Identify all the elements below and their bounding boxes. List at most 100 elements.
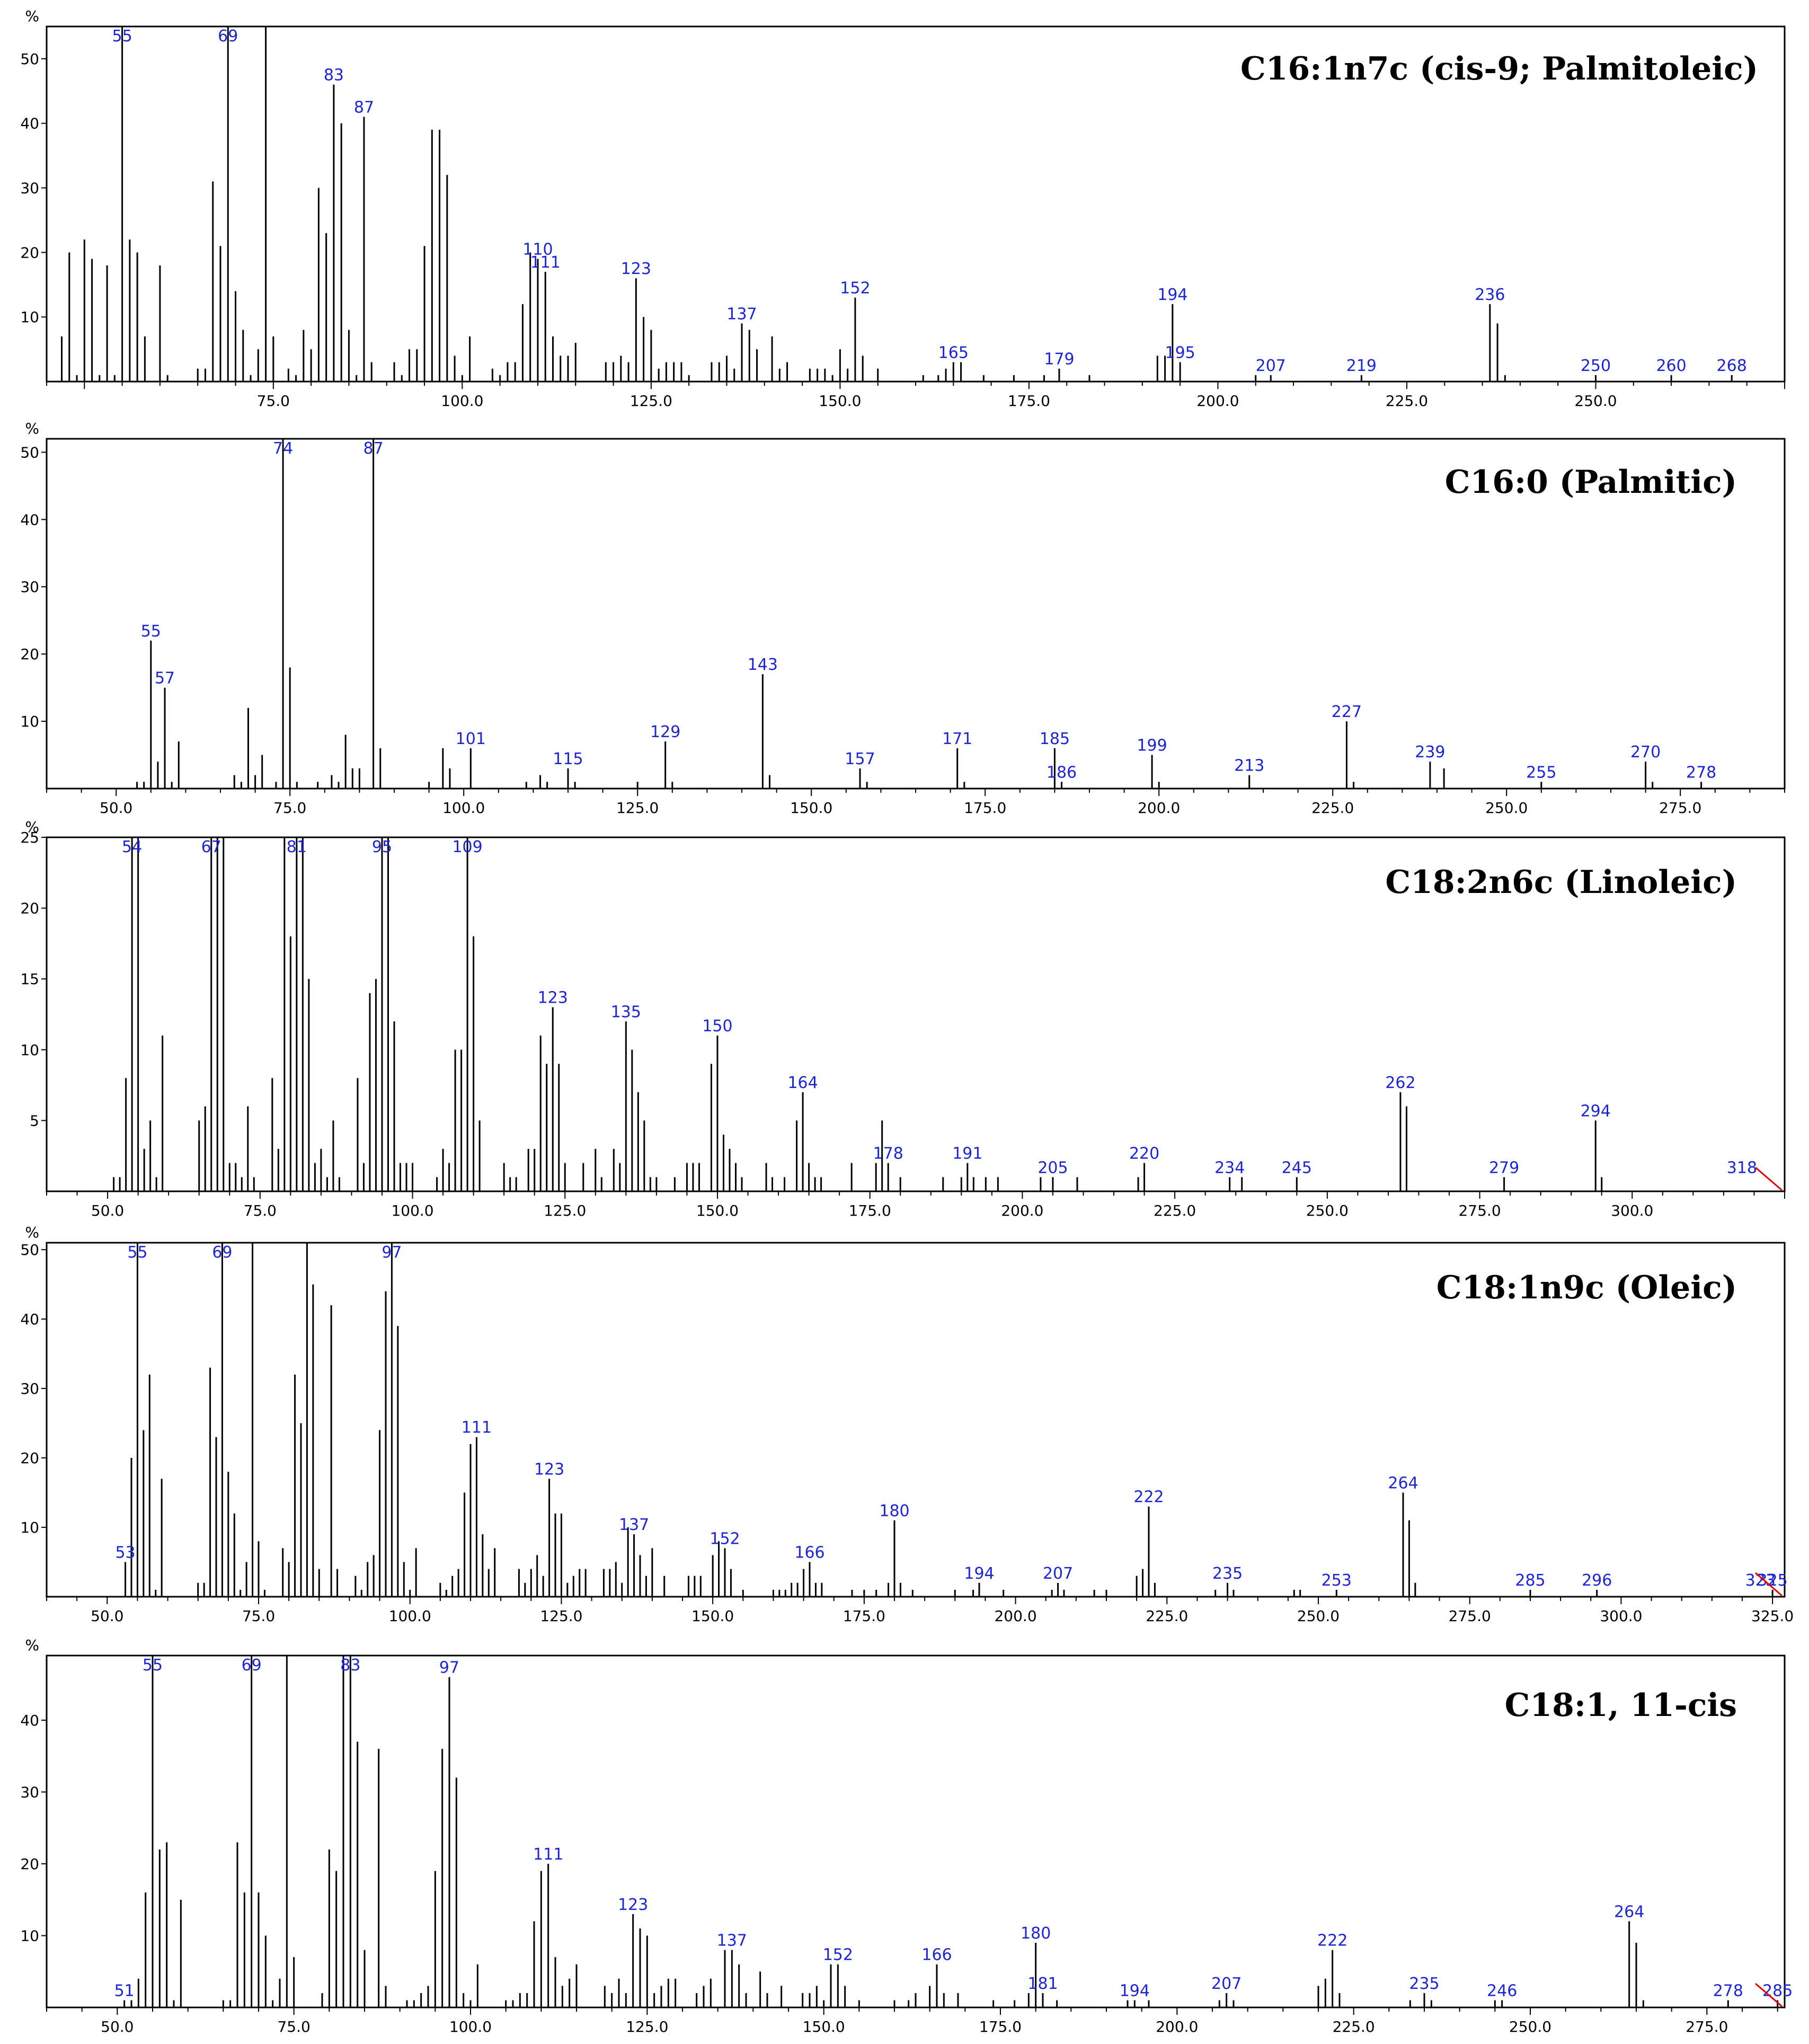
peak-label-74: 74 xyxy=(273,439,293,458)
peak-label-152: 152 xyxy=(823,1946,853,1965)
x-tick-label: 150.0 xyxy=(819,392,861,410)
peak-label-205: 205 xyxy=(1037,1158,1068,1177)
peak-label-55: 55 xyxy=(141,622,161,641)
peak-label-186: 186 xyxy=(1047,763,1077,782)
y-tick-label: 30 xyxy=(20,1380,39,1397)
peak-label-227: 227 xyxy=(1332,703,1362,721)
peak-label-165: 165 xyxy=(938,343,969,362)
x-tick-label: 75.0 xyxy=(244,1202,277,1219)
peak-label-123: 123 xyxy=(618,1896,648,1914)
y-tick-label: 30 xyxy=(20,180,39,197)
y-unit-label: % xyxy=(25,1224,39,1241)
peak-label-109: 109 xyxy=(452,838,482,856)
x-tick-label: 75.0 xyxy=(242,1607,275,1625)
x-tick-label: 225.0 xyxy=(1333,2018,1375,2036)
x-tick-label: 100.0 xyxy=(442,799,485,817)
peak-label-166: 166 xyxy=(794,1544,824,1562)
peak-label-67: 67 xyxy=(201,838,221,856)
peak-label-157: 157 xyxy=(845,750,875,768)
y-tick-label: 40 xyxy=(20,1712,39,1729)
x-tick-label: 200.0 xyxy=(1156,2018,1198,2036)
overflow-marker xyxy=(1755,1166,1783,1191)
x-tick-label: 300.0 xyxy=(1611,1202,1653,1219)
peak-label-152: 152 xyxy=(840,279,870,298)
peak-label-123: 123 xyxy=(538,989,568,1007)
peak-label-180: 180 xyxy=(879,1502,909,1520)
spectrum-panel-4: % 10 20 30 40 50 50.0 75.0 100.0 125.0 150.0 175.0 2… xyxy=(20,1224,1794,1625)
peak-label-55: 55 xyxy=(112,27,132,46)
peak-label-179: 179 xyxy=(1044,350,1074,369)
peak-label-195: 195 xyxy=(1165,343,1195,362)
peak-label-150: 150 xyxy=(702,1017,732,1036)
peak-label-219: 219 xyxy=(1346,357,1377,375)
peak-label-191: 191 xyxy=(952,1145,982,1163)
peak-label-236: 236 xyxy=(1475,286,1505,304)
peak-label-55: 55 xyxy=(127,1243,147,1262)
y-tick-label: 40 xyxy=(20,511,39,528)
peak-label-83: 83 xyxy=(324,66,344,85)
x-tick-label: 50.0 xyxy=(91,1202,124,1219)
plot-frame xyxy=(46,836,1786,1192)
x-tick-label: 150.0 xyxy=(696,1202,739,1219)
peak-label-194: 194 xyxy=(1157,286,1187,304)
peak-label-171: 171 xyxy=(942,730,972,748)
y-tick-label: 10 xyxy=(20,1519,39,1536)
peak-label-123: 123 xyxy=(621,260,651,278)
x-tick-label: 125.0 xyxy=(544,1202,586,1219)
peak-label-115: 115 xyxy=(553,750,583,768)
x-tick-label: 125.0 xyxy=(630,392,672,410)
x-tick-label: 275.0 xyxy=(1458,1202,1501,1219)
peak-label-279: 279 xyxy=(1489,1158,1519,1177)
peak-label-51: 51 xyxy=(114,1981,135,2000)
peak-label-213: 213 xyxy=(1234,757,1264,775)
peak-label-55: 55 xyxy=(143,1656,163,1675)
x-tick-label: 50.0 xyxy=(101,2018,134,2036)
x-tick-label: 150.0 xyxy=(803,2018,845,2036)
x-tick-label: 150.0 xyxy=(691,1607,734,1625)
spectrum-panel-5: % 10 20 30 40 50.0 75.0 100.0 125.0 150.0 175.0 200… xyxy=(20,1636,1793,2036)
peak-label-178: 178 xyxy=(873,1145,903,1163)
spectrum-panel-1: % 10 20 30 40 50 75.0 100.0 125.0 150.0 175.0 200.0… xyxy=(20,7,1786,410)
x-tick-label: 275.0 xyxy=(1686,2018,1728,2036)
peak-label-264: 264 xyxy=(1388,1474,1418,1493)
peak-label-53: 53 xyxy=(115,1544,135,1562)
peak-label-194: 194 xyxy=(1120,1981,1150,2000)
peak-label-137: 137 xyxy=(619,1516,649,1534)
peak-label-110: 110 xyxy=(522,241,553,259)
peak-label-97: 97 xyxy=(439,1659,459,1677)
spectrum-panel-2: % 10 20 30 40 50 50.0 75.0 100.0 125.0 150.0 175.0 2… xyxy=(20,420,1786,817)
y-unit-label: % xyxy=(25,1636,39,1654)
x-tick-label: 100.0 xyxy=(441,392,483,410)
y-tick-label: 10 xyxy=(20,1041,39,1059)
peak-label-207: 207 xyxy=(1211,1975,1242,1993)
x-tick-label: 175.0 xyxy=(964,799,1006,817)
peak-label-245: 245 xyxy=(1282,1158,1312,1177)
x-tick-label: 200.0 xyxy=(1001,1202,1043,1219)
x-tick-label: 150.0 xyxy=(790,799,832,817)
peak-label-101: 101 xyxy=(456,730,486,748)
y-tick-label: 20 xyxy=(20,244,39,261)
x-tick-label: 125.0 xyxy=(626,2018,668,2036)
x-tick-label: 75.0 xyxy=(273,799,306,817)
x-tick-label: 100.0 xyxy=(449,2018,492,2036)
peak-label-166: 166 xyxy=(921,1946,952,1965)
y-tick-label: 50 xyxy=(20,50,39,68)
peak-label-152: 152 xyxy=(710,1529,740,1548)
peak-label-246: 246 xyxy=(1487,1981,1517,2000)
y-tick-label: 20 xyxy=(20,645,39,663)
x-tick-label: 75.0 xyxy=(257,392,290,410)
peak-label-81: 81 xyxy=(287,838,307,856)
x-tick-label: 175.0 xyxy=(843,1607,885,1625)
panel-title: C18:1, 11-cis xyxy=(1505,1687,1737,1724)
x-tick-label: 250.0 xyxy=(1485,799,1528,817)
peak-label-285: 285 xyxy=(1762,1981,1793,2000)
x-tick-label: 275.0 xyxy=(1659,799,1701,817)
panel-title: C16:0 (Palmitic) xyxy=(1445,464,1737,501)
peak-label-318: 318 xyxy=(1727,1158,1757,1177)
y-tick-label: 20 xyxy=(20,1855,39,1873)
peak-label-137: 137 xyxy=(726,305,757,323)
y-unit-label: % xyxy=(25,420,39,437)
peak-label-87: 87 xyxy=(354,99,374,117)
peak-label-87: 87 xyxy=(363,439,384,458)
